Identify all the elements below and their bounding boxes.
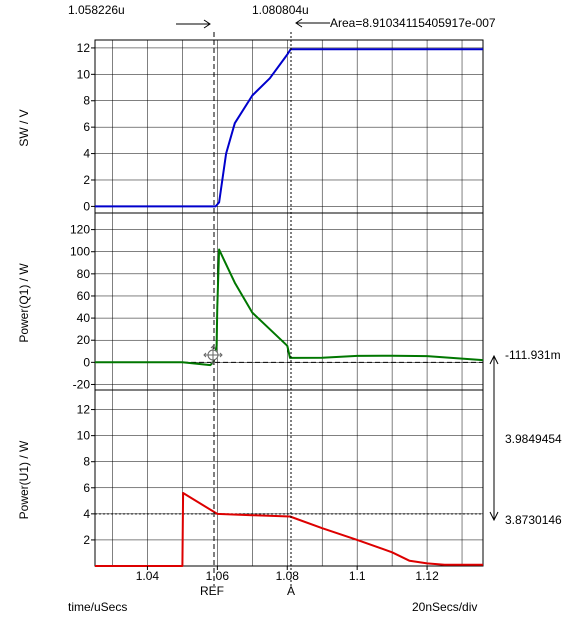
ref-cursor-arrow-icon (176, 19, 211, 29)
x-scale-label: 20nSecs/div (412, 600, 477, 614)
x-tick-label: 1.06 (206, 569, 230, 583)
sw-trace-line[interactable] (95, 48, 483, 208)
x-tick-label: 1.08 (276, 569, 300, 583)
x-tick-label: 1.12 (415, 569, 439, 583)
cursor-crosshair-icon[interactable] (203, 345, 223, 365)
y-tick-label: 6 (83, 481, 90, 495)
y-tick-label: 8 (83, 94, 90, 108)
u1-delta-readout: 3.9849454 (505, 432, 562, 446)
u1-ylabel: Power(U1) / W (17, 440, 31, 519)
ref-cursor-value: 1.058226u (68, 3, 125, 17)
y-tick-label: 100 (70, 245, 90, 259)
sw-ylabel: SW / V (17, 109, 31, 146)
a-cursor-label[interactable]: A (287, 584, 295, 598)
y-tick-label: 6 (83, 120, 90, 134)
q1-power-trace-line[interactable] (95, 248, 484, 367)
x-tick-label: 1.04 (136, 569, 160, 583)
q1-power-plot[interactable]: -20 0 20 40 60 80 100 120 (70, 212, 484, 391)
x-tick-labels: 1.04 1.06 1.08 1.1 1.12 (136, 566, 439, 583)
y-tick-label: 12 (77, 41, 91, 55)
y-tick-label: 4 (83, 147, 90, 161)
y-tick-label: 20 (77, 333, 91, 347)
q1-ylabel: Power(Q1) / W (17, 263, 31, 343)
q1-cursor-level: -111.931m (505, 348, 561, 362)
a-cursor-arrow-icon (295, 18, 330, 28)
plot-frame (94, 39, 484, 214)
delta-arrow-icon (489, 354, 499, 522)
y-tick-label: 120 (70, 223, 90, 237)
u1-power-trace-line[interactable] (95, 492, 483, 567)
u1-power-plot[interactable]: 2 4 6 8 10 12 (77, 389, 484, 567)
y-tick-label: 0 (83, 199, 90, 213)
plot-frame (94, 389, 484, 567)
y-tick-label: 10 (77, 67, 91, 81)
y-tick-label: 4 (83, 507, 90, 521)
sw-voltage-plot[interactable]: 0 2 4 6 8 10 12 (77, 39, 484, 214)
a-cursor-value: 1.080804u (252, 3, 309, 17)
x-unit-label: time/uSecs (68, 600, 127, 614)
y-tick-label: -20 (73, 377, 91, 391)
y-tick-label: 10 (77, 429, 91, 443)
y-tick-label: 8 (83, 455, 90, 469)
area-readout: Area=8.91034115405917e-007 (330, 16, 496, 30)
y-tick-label: 2 (83, 173, 90, 187)
y-tick-label: 40 (77, 311, 91, 325)
y-tick-label: 12 (77, 403, 91, 417)
x-tick-label: 1.1 (349, 569, 366, 583)
y-tick-label: 0 (83, 355, 90, 369)
u1-cursor-level: 3.8730146 (505, 513, 562, 527)
ref-cursor-label[interactable]: REF (200, 584, 224, 598)
y-tick-label: 2 (83, 533, 90, 547)
y-tick-label: 80 (77, 267, 91, 281)
y-tick-label: 60 (77, 289, 91, 303)
plot-frame (94, 212, 484, 391)
